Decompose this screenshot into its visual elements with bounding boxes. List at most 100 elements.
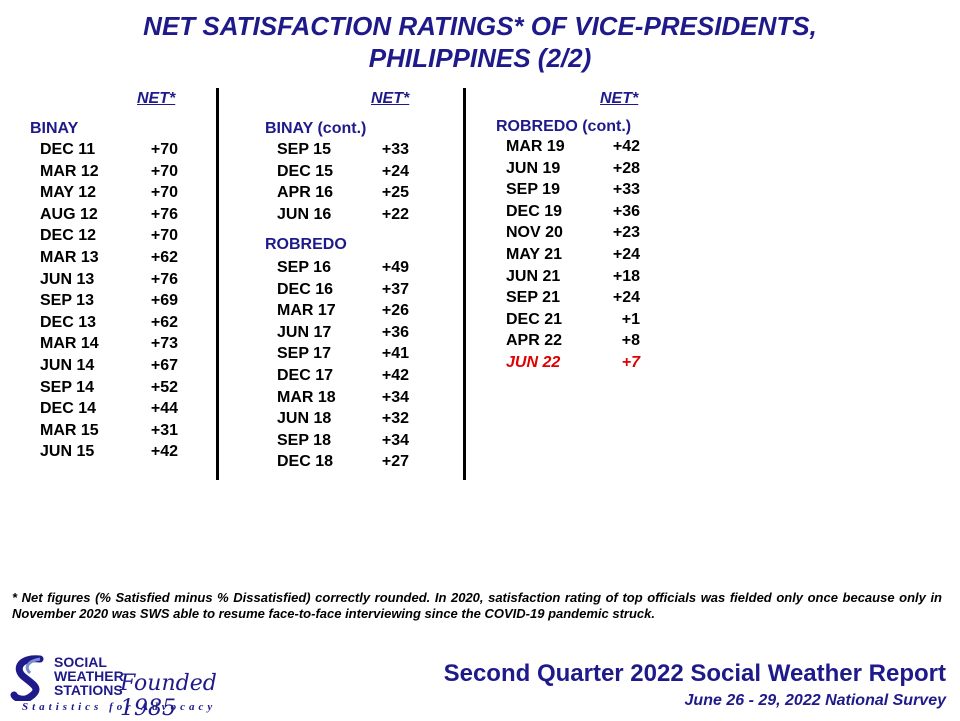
table-row: MAR 12 +70: [40, 161, 180, 183]
section-label-robredo-cont: ROBREDO (cont.): [496, 118, 632, 135]
table-row: MAY 12 +70: [40, 182, 180, 204]
row-date: MAR 17: [277, 302, 336, 320]
survey-dates: June 26 - 29, 2022 National Survey: [684, 692, 946, 709]
row-net-value: +33: [381, 141, 409, 158]
table-row: MAY 21 +24: [506, 244, 640, 266]
row-date: JUN 13: [40, 270, 95, 288]
table-row: DEC 19 +36: [506, 201, 640, 223]
section-label-binay: BINAY: [30, 120, 79, 137]
sws-swirl-icon: [10, 655, 44, 701]
table-column-robredo-cont: MAR 19 +42 JUN 19 +28 SEP 19 +33 DEC 19 +36 NOV …: [506, 136, 640, 374]
table-row: DEC 18 +27: [277, 451, 411, 473]
row-net-value: +41: [381, 345, 409, 363]
row-date: JUN 19: [506, 159, 561, 177]
table-row: SEP 18 +34: [277, 430, 411, 452]
table-row: APR 16 +25: [277, 182, 411, 204]
row-date: DEC 19: [506, 202, 563, 220]
table-row: NOV 20 +23: [506, 222, 640, 244]
page-title-line2: PHILIPPINES (2/2): [368, 43, 592, 73]
net-header-col3: NET*: [600, 90, 639, 107]
table-row: DEC 12 +70: [40, 225, 180, 247]
table-row: MAR 19 +42: [506, 136, 640, 158]
row-date: DEC 16: [277, 280, 334, 298]
row-date: DEC 11: [40, 141, 96, 158]
table-row: JUN 18 +32: [277, 408, 411, 430]
row-net-value: +62: [150, 248, 178, 266]
row-date: DEC 18: [277, 453, 334, 471]
report-title: Second Quarter 2022 Social Weather Repor…: [443, 660, 946, 687]
row-date: SEP 17: [277, 345, 331, 363]
table-row: SEP 16 +49: [277, 257, 411, 279]
row-date: DEC 14: [40, 400, 97, 418]
row-date: MAR 18: [277, 388, 336, 406]
row-net-value: +24: [612, 289, 640, 307]
row-net-value: +42: [612, 138, 640, 155]
row-date: AUG 12: [40, 205, 98, 223]
row-date: DEC 21: [506, 310, 563, 328]
row-net-value: +52: [150, 378, 178, 396]
row-net-value: +36: [612, 202, 640, 220]
row-date: NOV 20: [506, 224, 563, 242]
row-date: SEP 21: [506, 289, 560, 307]
row-date: JUN 14: [40, 356, 95, 374]
row-net-value: +70: [150, 141, 178, 158]
table-row: MAR 14 +73: [40, 333, 180, 355]
row-date: SEP 19: [506, 181, 560, 199]
row-net-value: +1: [621, 310, 640, 328]
table-row: SEP 14 +52: [40, 377, 180, 399]
row-net-value: +27: [381, 453, 409, 471]
row-date: SEP 16: [277, 259, 331, 276]
table-row: DEC 17 +42: [277, 365, 411, 387]
table-column-robredo: SEP 16 +49 DEC 16 +37 MAR 17 +26 JUN 17 +36 SEP …: [277, 257, 411, 473]
row-date: JUN 18: [277, 410, 332, 428]
row-date: MAY 21: [506, 245, 563, 263]
footnote: * Net figures (% Satisfied minus % Dissa…: [12, 590, 942, 621]
table-row: JUN 14 +67: [40, 355, 180, 377]
row-date: JUN 15: [40, 443, 95, 461]
table-row: JUN 22 +7: [506, 352, 640, 374]
row-net-value: +42: [150, 443, 178, 461]
row-net-value: +73: [150, 335, 178, 353]
table-row: DEC 15 +24: [277, 161, 411, 183]
table-row: APR 22 +8: [506, 330, 640, 352]
row-net-value: +28: [612, 159, 640, 177]
row-date: JUN 17: [277, 323, 332, 341]
column-divider: [216, 88, 219, 480]
row-net-value: +34: [381, 388, 409, 406]
table-row: AUG 12 +76: [40, 204, 180, 226]
row-net-value: +69: [150, 292, 178, 310]
row-date: JUN 16: [277, 205, 332, 223]
logo-tagline: Statistics for Advocacy: [22, 701, 217, 713]
table-row: DEC 14 +44: [40, 398, 180, 420]
row-net-value: +37: [381, 280, 409, 298]
table-column-binay: DEC 11 +70 MAR 12 +70 MAY 12 +70 AUG 12 +76 DEC …: [40, 139, 180, 463]
table-row: MAR 17 +26: [277, 300, 411, 322]
table-row: DEC 11 +70: [40, 139, 180, 161]
table-row: MAR 18 +34: [277, 387, 411, 409]
row-date: DEC 17: [277, 366, 334, 384]
row-net-value: +32: [381, 410, 409, 428]
row-date: DEC 12: [40, 227, 97, 245]
logo-line1: SOCIAL: [54, 654, 107, 670]
row-net-value: +33: [612, 181, 640, 199]
table-row: MAR 15 +31: [40, 420, 180, 442]
row-net-value: +25: [381, 184, 409, 202]
row-date: DEC 15: [277, 162, 334, 180]
table-row: SEP 21 +24: [506, 287, 640, 309]
row-date: SEP 13: [40, 292, 94, 310]
row-date: MAR 12: [40, 162, 99, 180]
table-row: JUN 19 +28: [506, 158, 640, 180]
section-label-robredo: ROBREDO: [265, 236, 347, 253]
table-row: SEP 19 +33: [506, 179, 640, 201]
row-net-value: +8: [621, 332, 640, 350]
row-net-value: +70: [150, 227, 178, 245]
row-net-value: +34: [381, 431, 409, 449]
net-header-col1: NET*: [137, 90, 176, 107]
row-net-value: +76: [150, 205, 178, 223]
logo-line3: STATIONS: [54, 682, 123, 698]
row-net-value: +62: [150, 313, 178, 331]
row-date: MAR 13: [40, 248, 99, 266]
table-row: DEC 21 +1: [506, 309, 640, 331]
table-row: SEP 15 +33: [277, 139, 411, 161]
row-net-value: +67: [150, 356, 178, 374]
